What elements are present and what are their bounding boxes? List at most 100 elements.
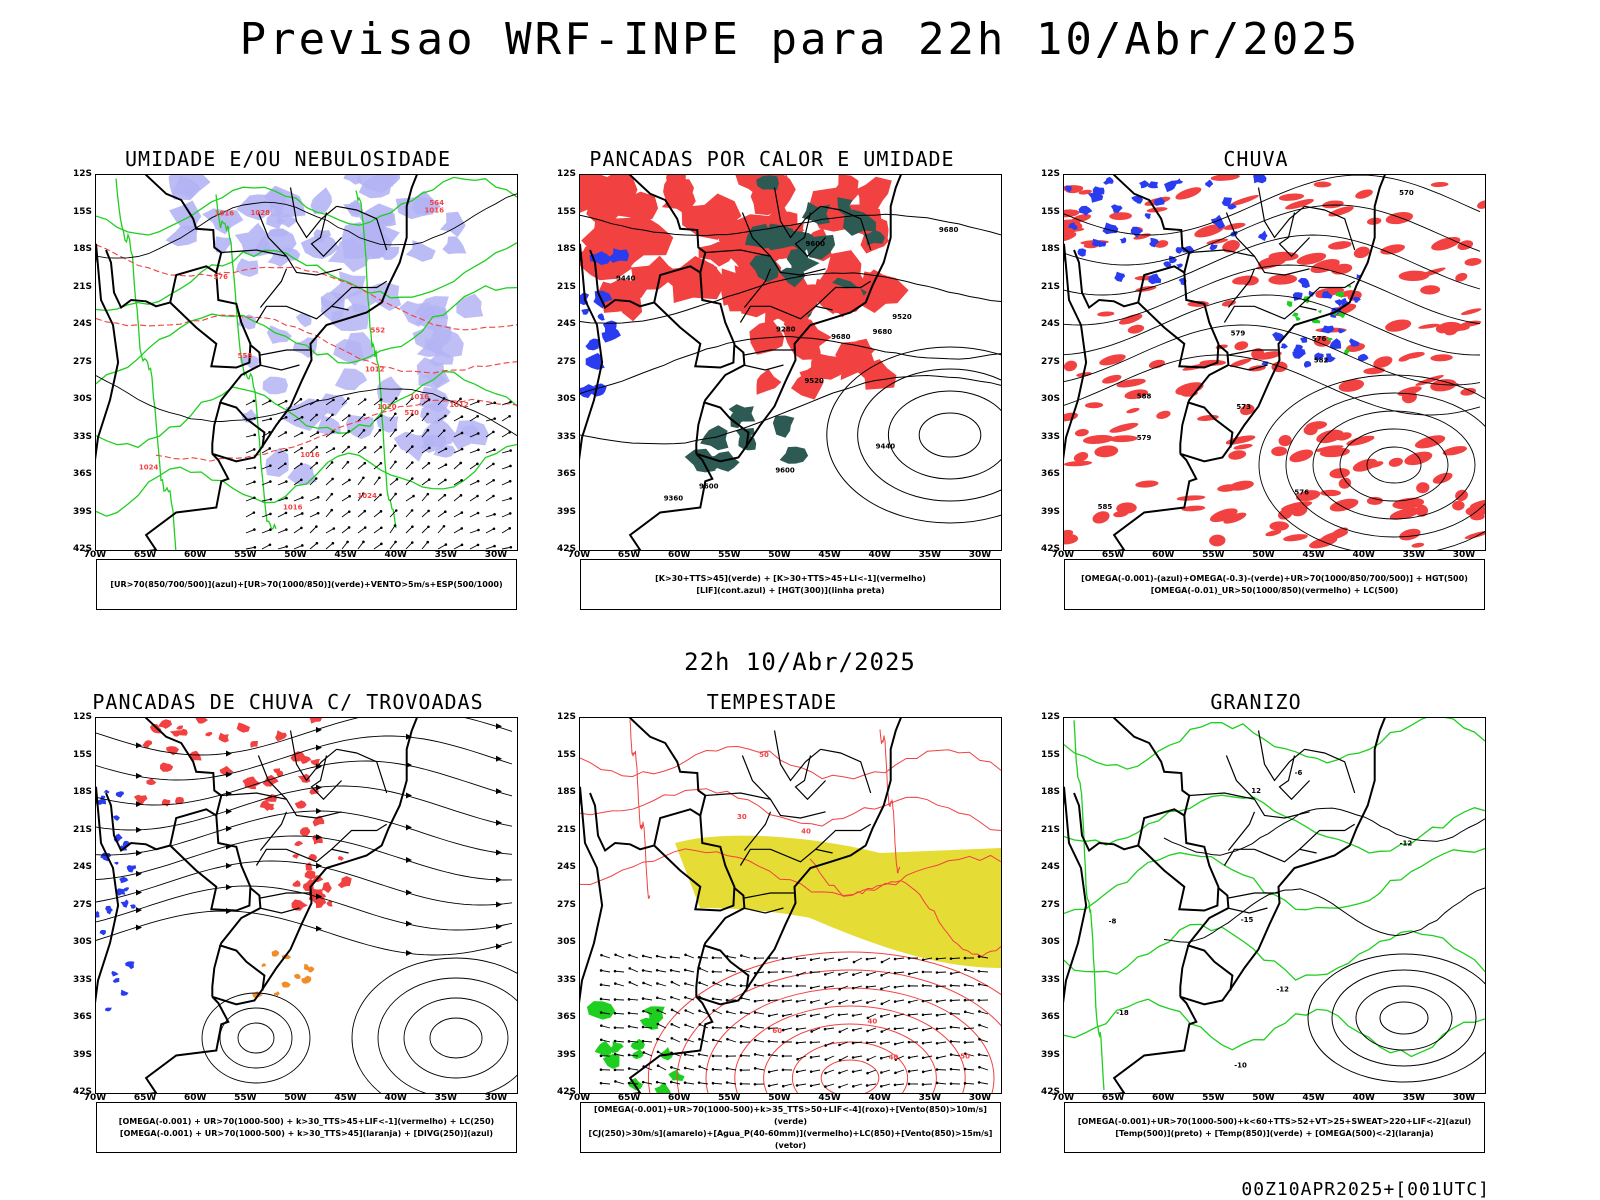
lon-tick-label: 70W (1051, 1093, 1075, 1103)
lat-tick-label: 39S (556, 1049, 576, 1060)
map-panel-trovoadas: PANCADAS DE CHUVA C/ TROVOADAS 12S 15S 18S 2… (58, 690, 518, 1165)
lat-tick-label: 24S (1040, 862, 1060, 872)
lat-tick-label: 15S (72, 749, 92, 760)
map-panel-granizo: GRANIZO -12 -12 -15 -18 12 -10 -8 -6 12S 15S 18S 21S… (1026, 690, 1486, 1165)
lon-tick-label: 50W (1252, 1093, 1275, 1103)
lat-tick-label: 12S (556, 169, 576, 179)
lat-tick-label: 15S (1040, 749, 1060, 760)
lon-tick-label: 65W (1101, 1093, 1125, 1103)
lat-tick-label: 33S (1040, 974, 1060, 985)
contour-label: 564 (429, 199, 444, 207)
lat-tick-label: 18S (72, 244, 92, 254)
contour-label: 579 (1137, 434, 1152, 442)
lat-tick-label: 39S (72, 1049, 92, 1060)
contour-label: -8 (1109, 917, 1117, 925)
lat-tick-label: 27S (556, 899, 576, 910)
lon-tick-label: 70W (567, 1093, 591, 1103)
lat-tick-label: 39S (1040, 1049, 1060, 1060)
lat-tick-label: 42S (556, 1087, 576, 1097)
map-panel-chuva: CHUVA 588 585 582 579 576 573 570 579 576 12S 15S 18… (1026, 147, 1486, 622)
lon-tick-label: 60W (184, 550, 207, 560)
lat-tick-label: 42S (72, 1087, 92, 1097)
run-time-stamp: 00Z10APR2025+[001UTC] (1241, 1179, 1490, 1200)
panel-legend: [UR>70(850/700/500)](azul)+[UR>70(1000/8… (96, 559, 517, 610)
panel-title: TEMPESTADE (706, 690, 838, 714)
lat-tick-label: 15S (72, 206, 92, 217)
forecast-map: -12 -12 -15 -18 12 -10 -8 -6 (1064, 718, 1485, 1093)
panel-legend: [OMEGA(-0.001)-(azul)+OMEGA(-0.3)-(verde… (1064, 559, 1485, 610)
contour-label: 579 (1231, 330, 1246, 338)
lat-tick-label: 24S (1040, 319, 1060, 329)
lon-tick-label: 65W (133, 550, 157, 560)
lat-tick-label: 21S (1040, 281, 1060, 292)
forecast-map: 1012 1016 1016 1016 1016 1020 1024 1028 1024 1012… (96, 175, 517, 550)
contour-label: 9600 (775, 466, 795, 474)
lat-tick-label: 36S (72, 469, 92, 479)
map-panel-umidade: UMIDADE E/OU NEBULOSIDADE 1012 1016 1016 101… (58, 147, 518, 622)
lon-tick-label: 55W (718, 1093, 741, 1103)
panel-title: UMIDADE E/OU NEBULOSIDADE (124, 147, 452, 171)
contour-label: 12 (1251, 787, 1261, 795)
lat-tick-label: 42S (556, 544, 576, 554)
panel-title: PANCADAS POR CALOR E UMIDADE (589, 147, 955, 171)
legend-line-1: [OMEGA(-0.001) + UR>70(1000-500) + k>30_… (118, 1116, 495, 1126)
lat-tick-label: 42S (72, 544, 92, 554)
legend-line-1: [K>30+TTS>45](verde) + [K>30+TTS>45+LI<-… (655, 573, 926, 583)
lat-tick-label: 27S (556, 356, 576, 367)
lat-tick-label: 15S (1040, 206, 1060, 217)
lat-tick-label: 21S (556, 824, 576, 835)
lon-tick-label: 70W (1051, 550, 1075, 560)
legend-line-1: [UR>70(850/700/500)](azul)+[UR>70(1000/8… (110, 579, 503, 589)
lat-tick-label: 39S (1040, 506, 1060, 517)
lat-tick-label: 24S (72, 862, 92, 872)
lat-tick-label: 30S (556, 394, 576, 404)
lat-tick-label: 21S (72, 281, 92, 292)
legend-line-2: [LIF](cont.azul) + [HGT(300)](linha pret… (696, 585, 885, 595)
legend-line-1: [OMEGA(-0.001)+UR>70(1000-500)+k<60+TTS>… (1077, 1116, 1472, 1126)
lat-tick-label: 21S (72, 824, 92, 835)
forecast-map: 9680 9680 9600 9600 9520 9520 9440 9440 9360 9280… (580, 175, 1001, 550)
lon-tick-label: 50W (768, 1093, 791, 1103)
lat-tick-label: 27S (1040, 356, 1060, 367)
forecast-map: 40 50 60 40 30 40 50 (580, 718, 1001, 1093)
lon-tick-label: 40W (868, 550, 891, 560)
contour-label: 9520 (892, 313, 912, 321)
lat-tick-label: 33S (556, 974, 576, 985)
contour-label: 50 (759, 751, 769, 759)
lat-tick-label: 33S (556, 431, 576, 442)
contour-label: 30 (737, 813, 747, 821)
lon-tick-label: 60W (1152, 550, 1175, 560)
contour-label: 9680 (939, 226, 959, 234)
contour-label: -12 (1276, 986, 1289, 994)
legend-line-2: [CJ(250)>30m/s](amarelo)+[Agua_P(40-60mm… (588, 1128, 993, 1150)
lon-tick-label: 35W (1402, 550, 1426, 560)
contour-label: 573 (1236, 403, 1251, 411)
contour-label: 576 (213, 273, 228, 281)
contour-label: 40 (801, 828, 811, 836)
lon-tick-label: 70W (83, 550, 107, 560)
map-plot (95, 717, 518, 1094)
contour-label: 582 (1314, 357, 1329, 365)
lon-tick-label: 40W (1352, 550, 1375, 560)
contour-label: 9360 (664, 494, 684, 502)
lat-tick-label: 12S (1040, 169, 1060, 179)
contour-label: 40 (868, 1017, 878, 1025)
contour-label: 9440 (616, 274, 636, 282)
contour-label: -12 (1400, 839, 1413, 847)
lon-tick-label: 65W (1101, 550, 1125, 560)
lon-tick-label: 35W (434, 1093, 458, 1103)
lat-tick-label: 18S (1040, 787, 1060, 797)
lat-tick-label: 15S (556, 749, 576, 760)
panel-title: CHUVA (1223, 147, 1289, 171)
contour-label: 9280 (776, 325, 796, 333)
lat-tick-label: 21S (556, 281, 576, 292)
lat-tick-label: 30S (1040, 937, 1060, 947)
lon-tick-label: 60W (1152, 1093, 1175, 1103)
lon-tick-label: 35W (918, 1093, 942, 1103)
lat-tick-label: 18S (556, 787, 576, 797)
lon-tick-label: 40W (868, 1093, 891, 1103)
map-panel-calor: PANCADAS POR CALOR E UMIDADE 9680 9680 9600… (542, 147, 1002, 622)
contour-label: 1024 (139, 463, 159, 471)
lon-tick-label: 40W (384, 1093, 407, 1103)
contour-label: 9600 (805, 240, 825, 248)
